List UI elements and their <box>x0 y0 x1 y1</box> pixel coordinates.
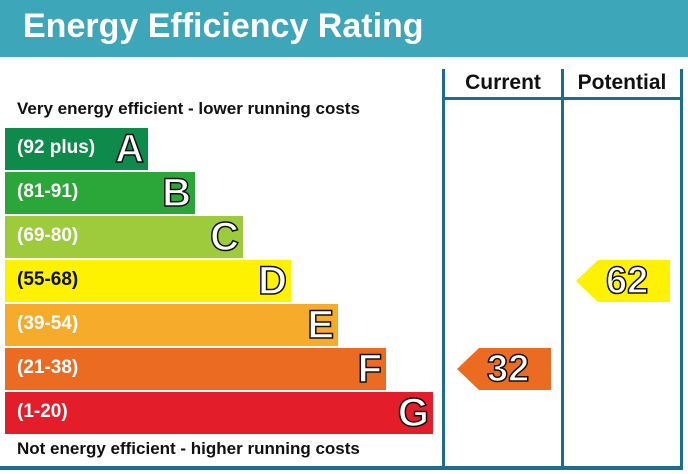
band-d: (55-68) D <box>5 258 291 304</box>
column-header-potential: Potential <box>577 71 667 94</box>
band-a: (92 plus) A <box>5 126 148 172</box>
band-letter: D <box>257 258 287 304</box>
page-title: Energy Efficiency Rating <box>23 7 424 45</box>
band-f: (21-38) F <box>5 346 386 392</box>
band-range-label: (81-91) <box>17 181 79 202</box>
frame-line-bottom <box>0 466 683 470</box>
band-letter: C <box>209 214 239 260</box>
band-letter: B <box>161 170 191 216</box>
potential-rating-value: 62 <box>605 259 649 303</box>
frame-line-header-bottom <box>442 97 683 100</box>
band-e: (39-54) E <box>5 302 338 348</box>
band-range-label: (21-38) <box>17 357 79 378</box>
band-range-label: (92 plus) <box>17 137 96 158</box>
potential-rating-arrow: 62 <box>576 259 670 303</box>
band-letter: G <box>397 390 430 436</box>
band-range-label: (55-68) <box>17 269 79 290</box>
band-b: (81-91) B <box>5 170 195 216</box>
bottom-caption: Not energy efficient - higher running co… <box>17 439 360 458</box>
frame-line-left <box>442 69 445 470</box>
current-arrow-shape <box>457 348 551 390</box>
band-letter: E <box>307 302 335 348</box>
top-caption: Very energy efficient - lower running co… <box>17 99 360 118</box>
current-rating-value: 32 <box>486 347 530 391</box>
column-header-current: Current <box>465 71 541 94</box>
header-bar: Energy Efficiency Rating <box>0 0 688 57</box>
band-letter: A <box>114 126 144 172</box>
frame-line-right <box>680 69 683 470</box>
frame-line-middle <box>561 69 564 470</box>
band-range-label: (39-54) <box>17 313 79 334</box>
band-g: (1-20) G <box>5 390 433 436</box>
potential-arrow-shape <box>576 260 670 302</box>
current-rating-arrow: 32 <box>457 347 551 391</box>
band-letter: F <box>357 346 383 392</box>
band-range-label: (69-80) <box>17 225 79 246</box>
band-c: (69-80) C <box>5 214 243 260</box>
band-range-label: (1-20) <box>17 401 68 422</box>
